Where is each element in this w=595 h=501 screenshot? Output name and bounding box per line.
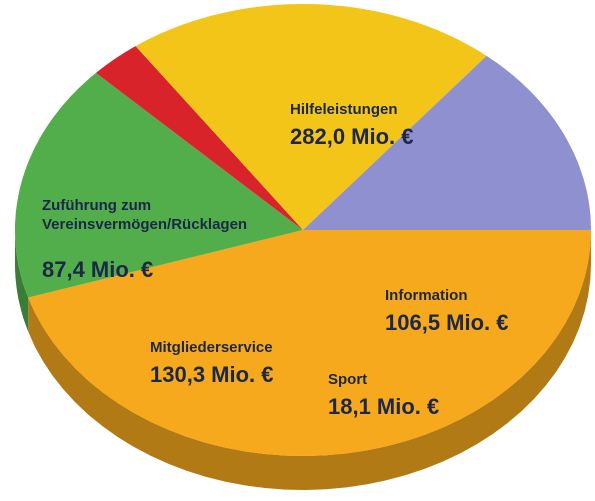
- value-label: 282,0 Mio. €: [290, 124, 414, 149]
- value-label: 87,4 Mio. €: [42, 257, 154, 282]
- value-label: 18,1 Mio. €: [328, 394, 440, 419]
- pie-slice: [95, 46, 304, 230]
- slice-label: Zuführung zum Vereinsvermögen/Rücklagen 8…: [42, 196, 267, 284]
- value-label: 130,3 Mio. €: [150, 362, 274, 387]
- category-label: Sport: [328, 371, 368, 388]
- value-label: 106,5 Mio. €: [385, 310, 509, 335]
- pie-slice: [28, 230, 591, 456]
- category-label: Information: [385, 287, 468, 304]
- slice-label: Mitgliederservice 130,3 Mio. €: [150, 338, 350, 389]
- pie-side: [28, 230, 591, 490]
- pie-slice: [303, 55, 591, 231]
- category-label: Hilfeleistungen: [290, 101, 398, 118]
- category-label: Mitgliederservice: [150, 339, 273, 356]
- category-label: Zuführung zum Vereinsvermögen/Rücklagen: [42, 197, 248, 233]
- pie-slice: [15, 72, 303, 298]
- slice-label: Information 106,5 Mio. €: [385, 286, 585, 337]
- slice-label: Hilfeleistungen 282,0 Mio. €: [290, 100, 490, 151]
- pie-side: [15, 230, 29, 332]
- pie-slice: [135, 4, 487, 230]
- slice-label: Sport 18,1 Mio. €: [328, 370, 448, 421]
